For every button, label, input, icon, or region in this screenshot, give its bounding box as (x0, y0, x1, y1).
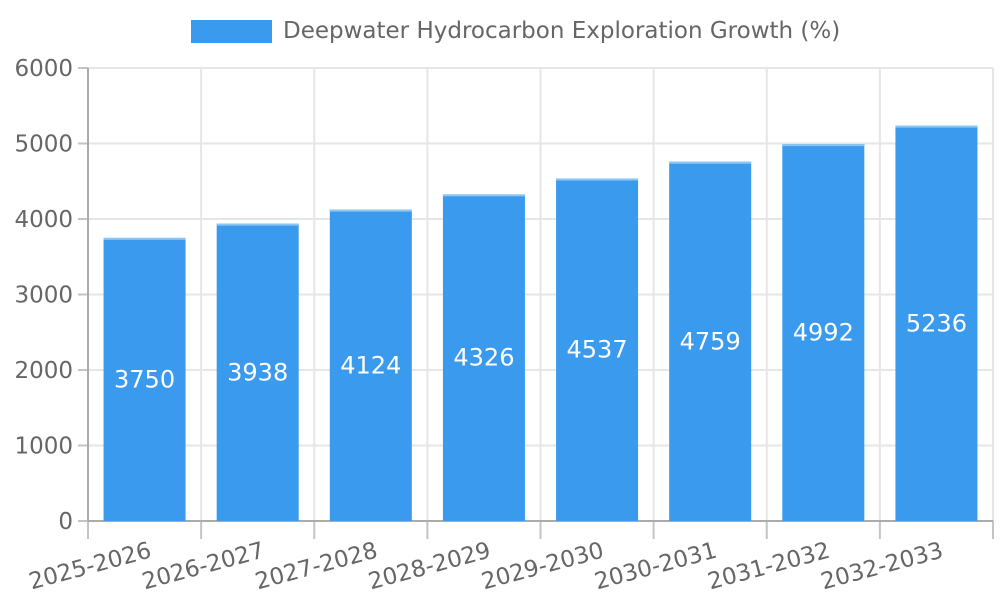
bar-value-label: 5236 (906, 309, 967, 337)
bar-2031-2032[interactable] (782, 144, 865, 521)
y-tick-label: 1000 (14, 434, 73, 460)
y-tick-label: 4000 (14, 207, 73, 233)
y-tick-label: 5000 (14, 132, 73, 158)
bar-2027-2028[interactable] (329, 209, 412, 521)
x-tick-label: 2032-2033 (818, 538, 946, 596)
y-tick-label: 0 (58, 509, 73, 535)
bar-2026-2027[interactable] (216, 223, 299, 521)
bar-value-label: 4326 (453, 344, 514, 372)
x-tick-label: 2031-2032 (705, 538, 833, 596)
legend-swatch (191, 20, 272, 43)
y-tick-label: 6000 (14, 56, 73, 82)
x-tick-label: 2025-2026 (26, 538, 154, 596)
bar-value-label: 3938 (227, 358, 288, 386)
bar-value-label: 4537 (567, 336, 628, 364)
bar-2025-2026[interactable] (103, 237, 186, 521)
bar-value-label: 4759 (680, 327, 741, 355)
y-tick-label: 3000 (14, 283, 73, 309)
y-tick-label: 2000 (14, 358, 73, 384)
x-tick-label: 2029-2030 (479, 538, 607, 596)
bar-2032-2033[interactable] (895, 125, 978, 521)
x-tick-label: 2028-2029 (366, 538, 494, 596)
chart-legend[interactable]: Deepwater Hydrocarbon Exploration Growth… (191, 20, 840, 43)
bar-value-label: 3750 (114, 365, 175, 393)
bar-2029-2030[interactable] (556, 178, 639, 522)
bar-value-label: 4992 (793, 319, 854, 347)
legend-label: Deepwater Hydrocarbon Exploration Growth… (283, 18, 841, 44)
x-tick-label: 2027-2028 (253, 538, 381, 596)
bar-2028-2029[interactable] (442, 194, 525, 521)
bar-value-label: 4124 (340, 351, 401, 379)
x-tick-label: 2026-2027 (139, 538, 267, 596)
bar-2030-2031[interactable] (669, 161, 752, 521)
x-tick-label: 2030-2031 (592, 538, 720, 596)
